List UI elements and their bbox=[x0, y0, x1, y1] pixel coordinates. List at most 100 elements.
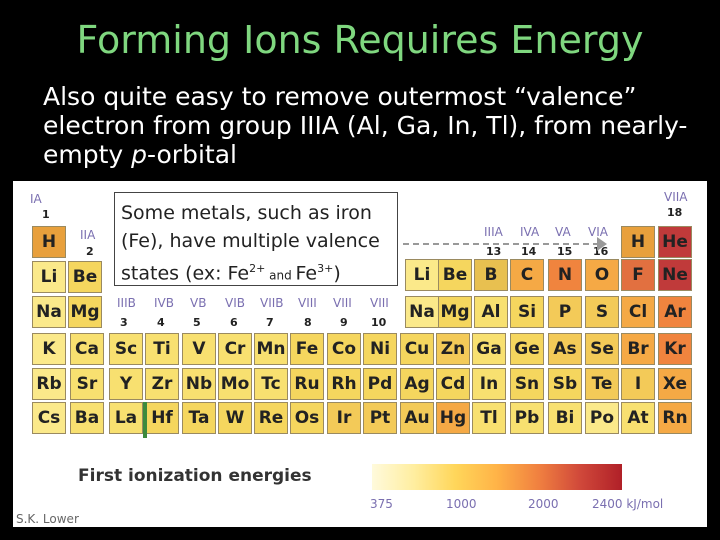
element-cell-pb: Pb bbox=[510, 402, 544, 434]
group-number-4: 4 bbox=[157, 316, 165, 329]
hydrogen-arrow-icon bbox=[597, 237, 607, 251]
element-cell-tl: Tl bbox=[472, 402, 506, 434]
callout-sup-2: 3+ bbox=[317, 262, 334, 275]
element-cell-la: La bbox=[109, 402, 143, 434]
element-cell-sn: Sn bbox=[510, 368, 544, 400]
element-cell-ge: Ge bbox=[510, 333, 544, 365]
group-label-vib: VIB bbox=[225, 296, 245, 310]
element-cell-rn: Rn bbox=[658, 402, 692, 434]
element-cell-ir: Ir bbox=[327, 402, 361, 434]
element-cell-mg: Mg bbox=[438, 296, 472, 328]
group-label-viii-b: VIII bbox=[333, 296, 352, 310]
callout-line1: Some metals, such as iron bbox=[121, 202, 372, 224]
element-cell-he: He bbox=[658, 226, 692, 258]
group-label-viib: VIIB bbox=[260, 296, 284, 310]
body-text-italic: p bbox=[131, 140, 148, 169]
group-number-10: 10 bbox=[371, 316, 387, 329]
element-cell-y: Y bbox=[109, 368, 143, 400]
group-number-2: 2 bbox=[86, 245, 94, 258]
element-cell-mg: Mg bbox=[68, 296, 102, 328]
element-cell-li: Li bbox=[405, 259, 439, 291]
element-cell-te: Te bbox=[585, 368, 619, 400]
group-number-5: 5 bbox=[193, 316, 201, 329]
group-label-iiib: IIIB bbox=[117, 296, 136, 310]
group-label-va: VA bbox=[555, 225, 571, 239]
element-cell-cs: Cs bbox=[32, 402, 66, 434]
group-label-viii-c: VIII bbox=[370, 296, 389, 310]
group-label-iia: IIA bbox=[80, 228, 96, 242]
callout-sup-1: 2+ bbox=[249, 262, 266, 275]
group-label-viia: VIIA bbox=[664, 190, 688, 204]
element-cell-ru: Ru bbox=[290, 368, 324, 400]
element-cell-at: At bbox=[621, 402, 655, 434]
element-cell-se: Se bbox=[585, 333, 619, 365]
element-cell-xe: Xe bbox=[658, 368, 692, 400]
element-cell-co: Co bbox=[327, 333, 361, 365]
element-cell-na: Na bbox=[405, 296, 439, 328]
element-cell-fe: Fe bbox=[290, 333, 324, 365]
element-cell-as: As bbox=[548, 333, 582, 365]
group-number-15: 15 bbox=[557, 245, 573, 258]
element-cell-ba: Ba bbox=[70, 402, 104, 434]
element-cell-be: Be bbox=[68, 261, 102, 293]
slide-body-text: Also quite easy to remove outermost “val… bbox=[43, 82, 703, 169]
element-cell-ni: Ni bbox=[363, 333, 397, 365]
element-cell-bi: Bi bbox=[548, 402, 582, 434]
element-cell-pd: Pd bbox=[363, 368, 397, 400]
group-number-9: 9 bbox=[340, 316, 348, 329]
element-cell-li: Li bbox=[32, 261, 66, 293]
group-number-18: 18 bbox=[667, 206, 683, 219]
element-cell-ca: Ca bbox=[70, 333, 104, 365]
element-cell-ag: Ag bbox=[400, 368, 434, 400]
element-cell-zr: Zr bbox=[145, 368, 179, 400]
element-cell-cl: Cl bbox=[621, 296, 655, 328]
element-cell-mn: Mn bbox=[254, 333, 288, 365]
hydrogen-dashed-line bbox=[403, 243, 599, 245]
element-cell-na: Na bbox=[32, 296, 66, 328]
image-credit: S.K. Lower bbox=[16, 512, 79, 526]
tick-label-2000: 2000 bbox=[528, 497, 559, 511]
element-cell-br: Br bbox=[621, 333, 655, 365]
element-cell-c: C bbox=[510, 259, 544, 291]
group-number-14: 14 bbox=[521, 245, 537, 258]
callout-line3: states (ex: Fe2+ and Fe3+) bbox=[121, 255, 391, 289]
group-number-6: 6 bbox=[230, 316, 238, 329]
group-label-viii-a: VIII bbox=[298, 296, 317, 310]
callout-line2: (Fe), have multiple valence bbox=[121, 230, 380, 252]
element-cell-zn: Zn bbox=[436, 333, 470, 365]
element-cell-s: S bbox=[585, 296, 619, 328]
element-cell-be: Be bbox=[438, 259, 472, 291]
element-cell-w: W bbox=[218, 402, 252, 434]
element-cell-ne: Ne bbox=[658, 259, 692, 291]
element-cell-hg: Hg bbox=[436, 402, 470, 434]
group-label-ia: IA bbox=[30, 192, 42, 206]
element-cell-au: Au bbox=[400, 402, 434, 434]
element-cell-tc: Tc bbox=[254, 368, 288, 400]
element-cell-in: In bbox=[472, 368, 506, 400]
group-number-13: 13 bbox=[486, 245, 502, 258]
energy-gradient-bar bbox=[372, 464, 622, 490]
group-number-1: 1 bbox=[42, 208, 50, 221]
element-cell-mo: Mo bbox=[218, 368, 252, 400]
element-cell-cd: Cd bbox=[436, 368, 470, 400]
gradient-title: First ionization energies bbox=[78, 466, 312, 486]
element-cell-po: Po bbox=[585, 402, 619, 434]
tick-label-2400: 2400 kJ/mol bbox=[592, 497, 664, 511]
callout-text-c: Fe bbox=[295, 262, 318, 285]
tick-label-1000: 1000 bbox=[446, 497, 477, 511]
element-cell-sc: Sc bbox=[109, 333, 143, 365]
element-cell-v: V bbox=[182, 333, 216, 365]
element-cell-sr: Sr bbox=[70, 368, 104, 400]
element-cell-p: P bbox=[548, 296, 582, 328]
element-cell-cr: Cr bbox=[218, 333, 252, 365]
element-cell-ar: Ar bbox=[658, 296, 692, 328]
element-cell-rb: Rb bbox=[32, 368, 66, 400]
element-cell-si: Si bbox=[510, 296, 544, 328]
element-cell-ga: Ga bbox=[472, 333, 506, 365]
group-number-8: 8 bbox=[304, 316, 312, 329]
element-cell-nb: Nb bbox=[182, 368, 216, 400]
callout-text-b: and bbox=[265, 268, 296, 283]
group-number-7: 7 bbox=[266, 316, 274, 329]
element-cell-o: O bbox=[585, 259, 619, 291]
element-cell-re: Re bbox=[254, 402, 288, 434]
